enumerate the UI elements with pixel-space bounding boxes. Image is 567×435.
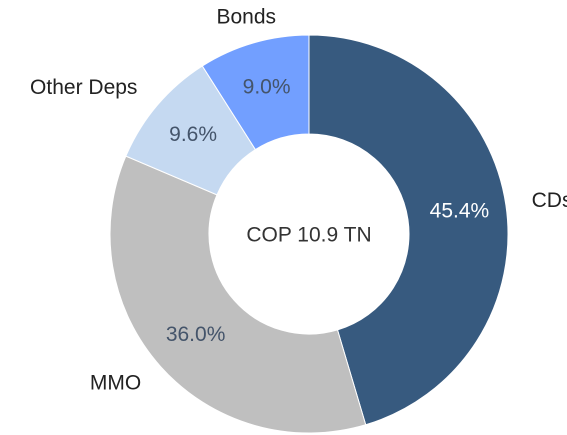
value-label: 9.6% — [169, 123, 217, 146]
center-label: COP 10.9 TN — [246, 224, 371, 247]
category-label: CDs — [532, 189, 567, 212]
category-label: Other Deps — [30, 76, 137, 99]
category-label: MMO — [90, 371, 141, 394]
category-label: Bonds — [216, 5, 276, 28]
donut-hole — [209, 134, 409, 334]
value-label: 45.4% — [430, 200, 490, 223]
value-label: 36.0% — [166, 323, 226, 346]
value-label: 9.0% — [243, 76, 291, 99]
